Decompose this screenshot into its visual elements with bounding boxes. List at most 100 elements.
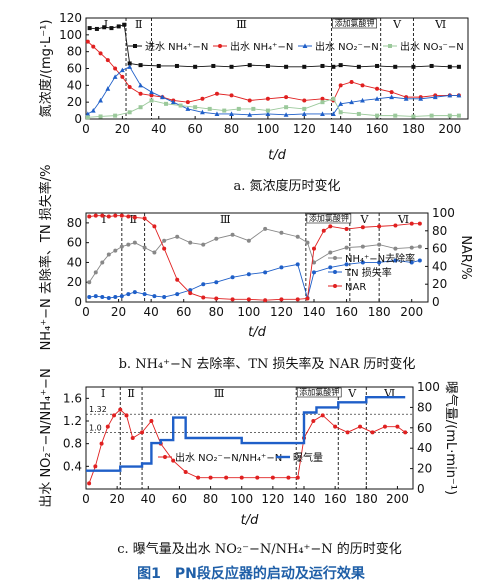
y-tick-label: 120: [59, 11, 82, 25]
data-point: [211, 63, 216, 68]
data-point: [312, 246, 316, 251]
data-point: [214, 111, 220, 116]
x-tick-label: 160: [324, 492, 347, 506]
data-point: [344, 227, 349, 232]
data-point: [126, 214, 131, 219]
data-point: [224, 475, 229, 480]
data-point: [201, 282, 206, 287]
data-point: [207, 106, 212, 111]
x-tick-label: 160: [366, 122, 389, 136]
data-point: [193, 64, 198, 69]
legend-marker: [163, 455, 167, 459]
x-tick-label: 40: [141, 492, 156, 506]
data-point: [109, 26, 114, 31]
x-axis-label: t/d: [241, 513, 259, 528]
x-tick-label: 160: [335, 305, 358, 319]
series-line: [88, 409, 406, 484]
data-point: [360, 260, 365, 265]
data-point: [403, 430, 408, 435]
data-point: [188, 288, 193, 293]
x-tick-label: 100: [256, 122, 279, 136]
data-point: [87, 26, 92, 31]
data-point: [389, 94, 394, 100]
data-point: [112, 74, 118, 79]
x-tick-label: 40: [144, 305, 159, 319]
data-point: [263, 298, 268, 303]
x-tick-label: 140: [303, 305, 326, 319]
data-point: [196, 475, 201, 480]
data-point: [94, 26, 99, 31]
data-point: [247, 112, 253, 117]
data-point: [344, 262, 349, 267]
data-point: [338, 63, 343, 68]
data-point: [230, 232, 235, 237]
data-point: [208, 475, 213, 480]
data-point: [345, 430, 350, 435]
data-point: [284, 105, 289, 110]
data-point: [377, 224, 382, 229]
data-point: [113, 295, 118, 300]
data-point: [447, 64, 452, 69]
data-point: [118, 407, 123, 412]
data-point: [356, 111, 361, 116]
phase-label: Ⅱ: [135, 18, 142, 31]
x-tick-label: 0: [82, 305, 90, 319]
data-point: [152, 294, 157, 299]
data-point: [112, 413, 117, 418]
data-point: [106, 252, 111, 257]
legend-marker: [133, 44, 137, 48]
data-point: [98, 114, 103, 119]
data-point: [170, 99, 176, 105]
data-point: [360, 97, 365, 103]
data-point: [429, 63, 434, 68]
data-point: [393, 113, 398, 118]
data-point: [330, 111, 336, 116]
data-point: [375, 63, 380, 68]
data-point: [229, 93, 234, 98]
plot-frame: [85, 212, 429, 303]
data-point: [393, 223, 398, 228]
data-point: [132, 290, 137, 295]
data-point: [156, 63, 161, 68]
data-point: [246, 238, 251, 243]
x-tick-label: 80: [209, 305, 224, 319]
data-point: [127, 85, 132, 90]
data-point: [93, 213, 98, 218]
y-right-tick-label: 100: [432, 206, 455, 220]
data-point: [393, 64, 398, 69]
data-point: [142, 216, 147, 221]
data-point: [456, 64, 461, 69]
data-point: [93, 294, 98, 299]
x-tick-label: 100: [230, 492, 253, 506]
data-point: [312, 260, 316, 265]
phase-label: Ⅰ: [101, 387, 105, 400]
data-point: [375, 113, 380, 118]
data-point: [295, 297, 300, 302]
data-point: [279, 297, 284, 302]
data-point: [321, 228, 326, 233]
x-tick-label: 20: [111, 305, 126, 319]
x-tick-label: 100: [237, 305, 260, 319]
data-point: [132, 240, 137, 245]
data-point: [320, 413, 325, 418]
data-point: [102, 25, 107, 30]
data-point: [87, 295, 92, 300]
y-right-axis-label: NAR/%: [458, 235, 473, 279]
legend-label: TN 损失率: [344, 266, 392, 279]
phase-label: Ⅲ: [236, 18, 247, 31]
data-point: [138, 91, 143, 96]
data-point: [152, 224, 157, 229]
data-point: [409, 245, 414, 250]
data-point: [164, 101, 169, 106]
data-point: [236, 106, 241, 111]
data-point: [302, 98, 307, 103]
data-point: [185, 100, 190, 105]
data-point: [418, 96, 424, 101]
phase-label: Ⅱ: [129, 213, 136, 226]
panel-caption: b. NH₄⁺−N 去除率、TN 损失率及 NAR 历时变化: [119, 356, 416, 372]
legend-label: 出水 NO₂⁻−N: [315, 40, 379, 53]
data-point: [360, 244, 365, 249]
phase-label: Ⅵ: [397, 213, 409, 226]
legend-marker: [218, 44, 222, 48]
